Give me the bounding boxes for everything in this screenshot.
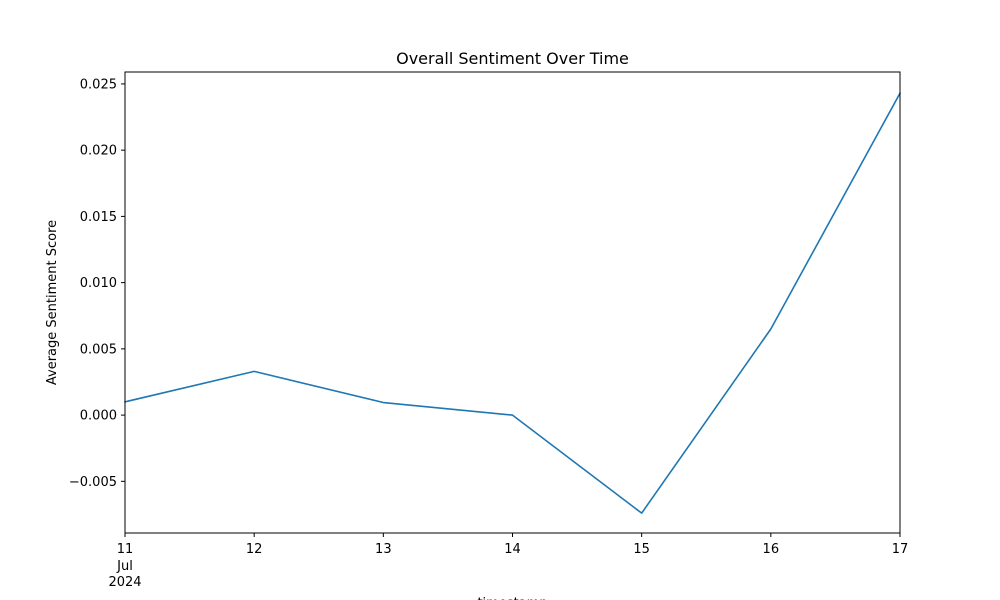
x-tick-label: 11 xyxy=(117,542,134,557)
x-tick-label: 13 xyxy=(375,542,392,557)
series-layer xyxy=(124,92,902,514)
x-tick-label: 12 xyxy=(246,542,263,557)
x-tick-sublabel: 2024 xyxy=(108,575,141,590)
y-tick-label: 0.020 xyxy=(80,144,117,159)
y-tick-label: 0.025 xyxy=(80,77,117,92)
plot-area-frame xyxy=(124,71,901,534)
x-tick-label: 16 xyxy=(763,542,780,557)
y-tick-label: 0.015 xyxy=(80,210,117,225)
chart-title: Overall Sentiment Over Time xyxy=(396,49,629,68)
y-tick-label: 0.010 xyxy=(80,276,117,291)
x-tick-label: 17 xyxy=(892,542,909,557)
x-tick-label: 15 xyxy=(633,542,650,557)
y-tick-label: 0.005 xyxy=(80,342,117,357)
y-tick-label: −0.005 xyxy=(69,475,117,490)
x-axis-label: timestamp xyxy=(477,596,547,600)
y-axis-label: Average Sentiment Score xyxy=(45,220,60,385)
y-axis-ticks: −0.005 0.000 0.005 0.010 0.015 0.020 0.025 xyxy=(69,77,125,490)
x-tick-label: 14 xyxy=(504,542,521,557)
y-tick-label: 0.000 xyxy=(80,409,117,424)
series-line xyxy=(124,92,902,514)
x-tick-sublabel: Jul xyxy=(116,559,133,574)
